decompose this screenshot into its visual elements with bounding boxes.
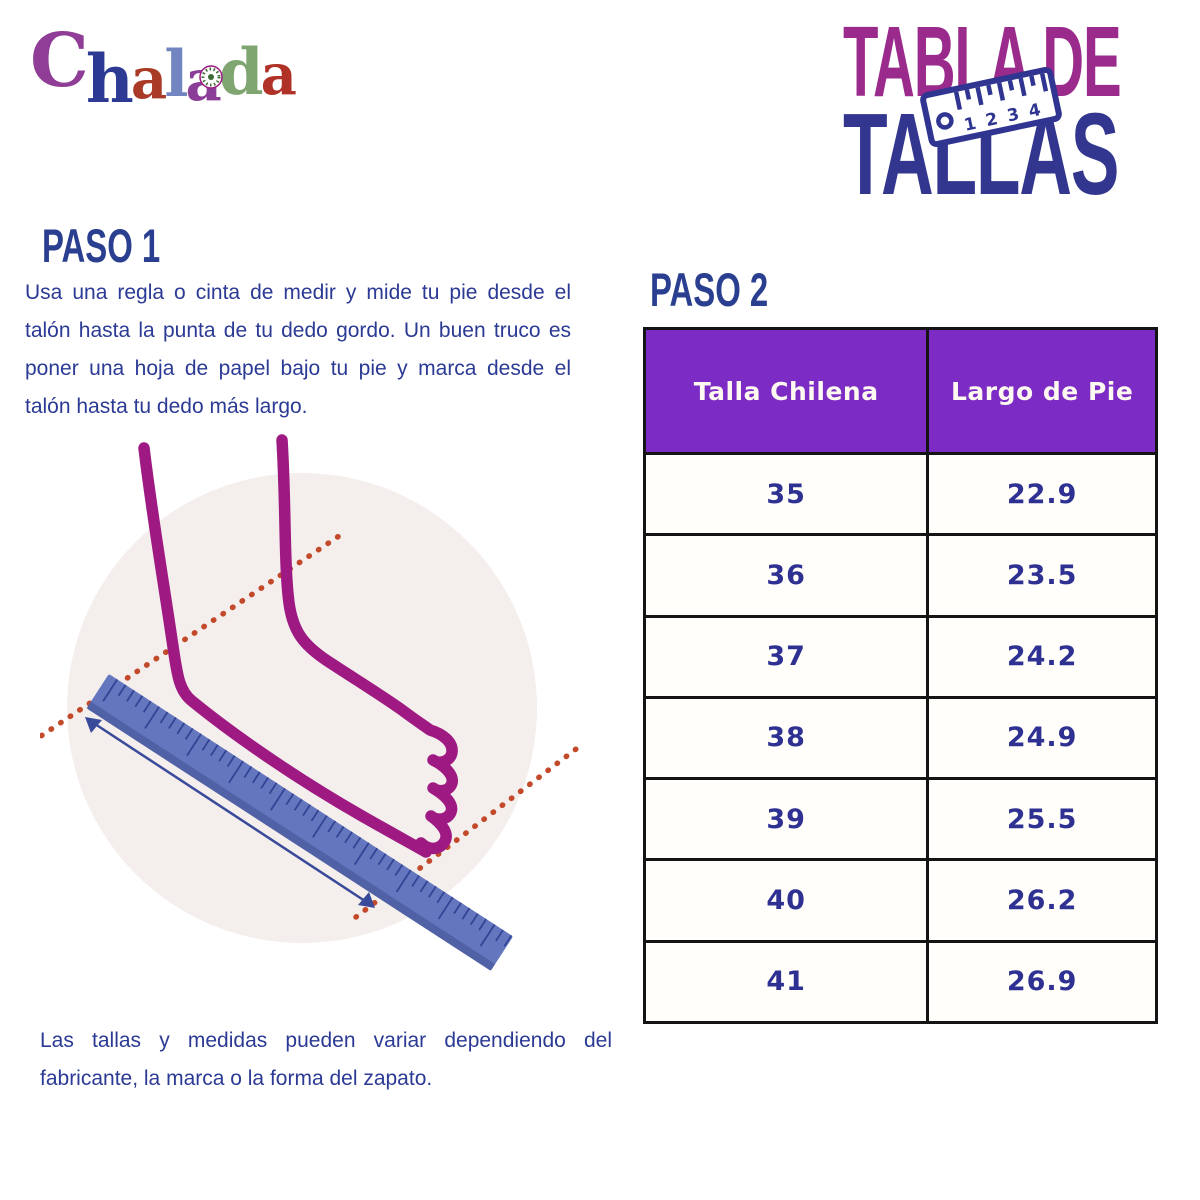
measurement-arrow bbox=[85, 717, 375, 908]
ruler-number: 3 bbox=[1005, 105, 1021, 127]
logo-letter: d bbox=[218, 35, 264, 110]
largo-cell: 26.2 bbox=[926, 861, 1155, 940]
ruler-icon: 1 2 3 4 bbox=[920, 66, 1062, 148]
talla-cell: 38 bbox=[766, 722, 806, 754]
largo-cell: 24.9 bbox=[926, 698, 1155, 778]
size-table-row: 41 26.9 bbox=[646, 939, 1155, 1021]
step1-heading: PASO 1 bbox=[42, 219, 161, 272]
logo-letter: C bbox=[30, 18, 89, 104]
talla-cell: 39 bbox=[766, 803, 806, 835]
logo-letter: h bbox=[85, 40, 134, 118]
size-table-header-row: Talla Chilena Largo de Pie bbox=[646, 330, 1155, 452]
largo-cell: 25.5 bbox=[926, 780, 1155, 859]
illustration-background-circle bbox=[67, 473, 537, 943]
largo-cell: 22.9 bbox=[926, 455, 1155, 534]
talla-cell: 36 bbox=[766, 559, 806, 591]
largo-cell: 26.9 bbox=[926, 942, 1155, 1021]
talla-cell: 40 bbox=[766, 885, 806, 917]
size-table-body: 35 22.9 36 23.5 37 24.2 38 24.9 39 25.5 40 26.2 41 26… bbox=[646, 452, 1155, 1021]
foot-measuring-illustration bbox=[40, 434, 583, 971]
size-table-row: 35 22.9 bbox=[646, 452, 1155, 534]
size-table-row: 38 24.9 bbox=[646, 695, 1155, 778]
talla-cell: 35 bbox=[766, 478, 806, 510]
size-table: Talla Chilena Largo de Pie 35 22.9 36 23.5 3… bbox=[643, 327, 1158, 1024]
step1-instructions: Usa una regla o cinta de medir y mide tu… bbox=[25, 281, 571, 418]
talla-cell: 37 bbox=[766, 641, 806, 673]
column-header-talla-chilena: Talla Chilena bbox=[693, 376, 879, 406]
kiwi-decoration-icon bbox=[199, 65, 223, 89]
talla-cell: 41 bbox=[766, 966, 806, 998]
size-table-row: 36 23.5 bbox=[646, 533, 1155, 615]
ruler-number: 1 bbox=[962, 114, 978, 136]
logo-letter: l bbox=[164, 37, 188, 112]
column-header-largo-de-pie: Largo de Pie bbox=[926, 330, 1155, 452]
measuring-ruler bbox=[86, 674, 513, 971]
largo-cell: 23.5 bbox=[926, 536, 1155, 615]
logo-letter: a bbox=[130, 46, 167, 112]
step2-heading: PASO 2 bbox=[650, 263, 769, 316]
largo-cell: 24.2 bbox=[926, 617, 1155, 696]
size-table-row: 37 24.2 bbox=[646, 614, 1155, 696]
size-table-row: 40 26.2 bbox=[646, 858, 1155, 940]
disclaimer-text: Las tallas y medidas pueden variar depen… bbox=[40, 1029, 612, 1090]
logo-letter: a bbox=[260, 42, 297, 108]
foot-outline bbox=[138, 434, 458, 858]
size-table-row: 39 25.5 bbox=[646, 777, 1155, 859]
brand-logo: Chalada bbox=[30, 18, 297, 112]
ruler-number: 4 bbox=[1027, 100, 1043, 122]
ruler-number: 2 bbox=[984, 109, 1000, 131]
